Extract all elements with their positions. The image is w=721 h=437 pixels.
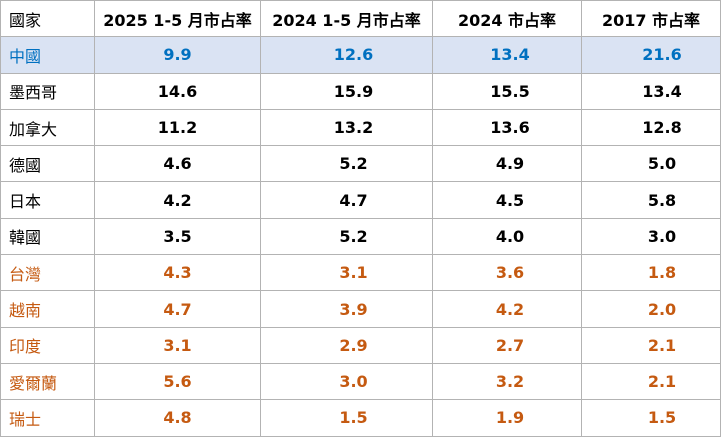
country-cell: 瑞士 bbox=[0, 399, 95, 437]
2025-jan-may-share-cell: 4.6 bbox=[94, 145, 261, 183]
2024-jan-may-share-cell: 3.1 bbox=[260, 254, 433, 292]
2024-share-cell: 4.9 bbox=[432, 145, 582, 183]
2017-share-cell: 2.0 bbox=[581, 290, 721, 328]
table-row: 越南 4.7 3.9 4.2 2.0 bbox=[0, 290, 721, 328]
2017-share-cell: 12.8 bbox=[581, 108, 721, 147]
2025-jan-may-share-cell: 11.2 bbox=[94, 108, 261, 147]
2025-jan-may-share-cell: 4.8 bbox=[94, 399, 261, 437]
table-body: 中國 9.9 12.6 13.4 21.6 墨西哥 14.6 15.9 15.5 13.4 加拿大 1… bbox=[0, 36, 721, 437]
2024-share-cell: 13.6 bbox=[432, 108, 582, 147]
2024-jan-may-share-cell: 1.5 bbox=[260, 399, 433, 437]
header-2025-jan-may-share: 2025 1-5 月市占率 bbox=[94, 0, 261, 38]
2025-jan-may-share-cell: 9.9 bbox=[94, 36, 261, 74]
table-row: 印度 3.1 2.9 2.7 2.1 bbox=[0, 326, 721, 364]
2017-share-cell: 3.0 bbox=[581, 217, 721, 256]
2024-share-cell: 15.5 bbox=[432, 72, 582, 110]
2017-share-cell: 21.6 bbox=[581, 36, 721, 74]
table-row: 德國 4.6 5.2 4.9 5.0 bbox=[0, 145, 721, 183]
2025-jan-may-share-cell: 4.7 bbox=[94, 290, 261, 328]
2024-jan-may-share-cell: 15.9 bbox=[260, 72, 433, 110]
country-cell: 加拿大 bbox=[0, 108, 95, 147]
2025-jan-may-share-cell: 5.6 bbox=[94, 362, 261, 401]
header-2024-jan-may-share: 2024 1-5 月市占率 bbox=[260, 0, 433, 38]
2024-jan-may-share-cell: 5.2 bbox=[260, 145, 433, 183]
2025-jan-may-share-cell: 4.3 bbox=[94, 254, 261, 292]
2024-jan-may-share-cell: 5.2 bbox=[260, 217, 433, 256]
2017-share-cell: 1.8 bbox=[581, 254, 721, 292]
2024-share-cell: 3.6 bbox=[432, 254, 582, 292]
header-country: 國家 bbox=[0, 0, 95, 38]
2024-share-cell: 1.9 bbox=[432, 399, 582, 437]
table-row: 瑞士 4.8 1.5 1.9 1.5 bbox=[0, 399, 721, 437]
country-cell: 印度 bbox=[0, 326, 95, 364]
2017-share-cell: 13.4 bbox=[581, 72, 721, 110]
table-row: 中國 9.9 12.6 13.4 21.6 bbox=[0, 36, 721, 74]
2024-share-cell: 4.5 bbox=[432, 181, 582, 219]
2025-jan-may-share-cell: 4.2 bbox=[94, 181, 261, 219]
table-row: 日本 4.2 4.7 4.5 5.8 bbox=[0, 181, 721, 219]
2024-jan-may-share-cell: 4.7 bbox=[260, 181, 433, 219]
2024-share-cell: 4.0 bbox=[432, 217, 582, 256]
2024-jan-may-share-cell: 12.6 bbox=[260, 36, 433, 74]
2025-jan-may-share-cell: 14.6 bbox=[94, 72, 261, 110]
table-row: 愛爾蘭 5.6 3.0 3.2 2.1 bbox=[0, 362, 721, 401]
table-row: 墨西哥 14.6 15.9 15.5 13.4 bbox=[0, 72, 721, 110]
2024-jan-may-share-cell: 13.2 bbox=[260, 108, 433, 147]
country-cell: 日本 bbox=[0, 181, 95, 219]
2017-share-cell: 2.1 bbox=[581, 362, 721, 401]
2017-share-cell: 5.8 bbox=[581, 181, 721, 219]
country-cell: 韓國 bbox=[0, 217, 95, 256]
2024-jan-may-share-cell: 3.0 bbox=[260, 362, 433, 401]
country-cell: 墨西哥 bbox=[0, 72, 95, 110]
2024-jan-may-share-cell: 2.9 bbox=[260, 326, 433, 364]
2025-jan-may-share-cell: 3.1 bbox=[94, 326, 261, 364]
2024-share-cell: 4.2 bbox=[432, 290, 582, 328]
2017-share-cell: 1.5 bbox=[581, 399, 721, 437]
2024-share-cell: 3.2 bbox=[432, 362, 582, 401]
2017-share-cell: 5.0 bbox=[581, 145, 721, 183]
header-2024-share: 2024 市占率 bbox=[432, 0, 582, 38]
country-cell: 台灣 bbox=[0, 254, 95, 292]
header-2017-share: 2017 市占率 bbox=[581, 0, 721, 38]
country-cell: 愛爾蘭 bbox=[0, 362, 95, 401]
country-cell: 越南 bbox=[0, 290, 95, 328]
2024-share-cell: 2.7 bbox=[432, 326, 582, 364]
country-cell: 中國 bbox=[0, 36, 95, 74]
2024-share-cell: 13.4 bbox=[432, 36, 582, 74]
table-row: 韓國 3.5 5.2 4.0 3.0 bbox=[0, 217, 721, 256]
2024-jan-may-share-cell: 3.9 bbox=[260, 290, 433, 328]
2017-share-cell: 2.1 bbox=[581, 326, 721, 364]
table-row: 加拿大 11.2 13.2 13.6 12.8 bbox=[0, 108, 721, 147]
table-header-row: 國家 2025 1-5 月市占率 2024 1-5 月市占率 2024 市占率 … bbox=[0, 0, 721, 38]
table-row: 台灣 4.3 3.1 3.6 1.8 bbox=[0, 254, 721, 292]
country-cell: 德國 bbox=[0, 145, 95, 183]
2025-jan-may-share-cell: 3.5 bbox=[94, 217, 261, 256]
